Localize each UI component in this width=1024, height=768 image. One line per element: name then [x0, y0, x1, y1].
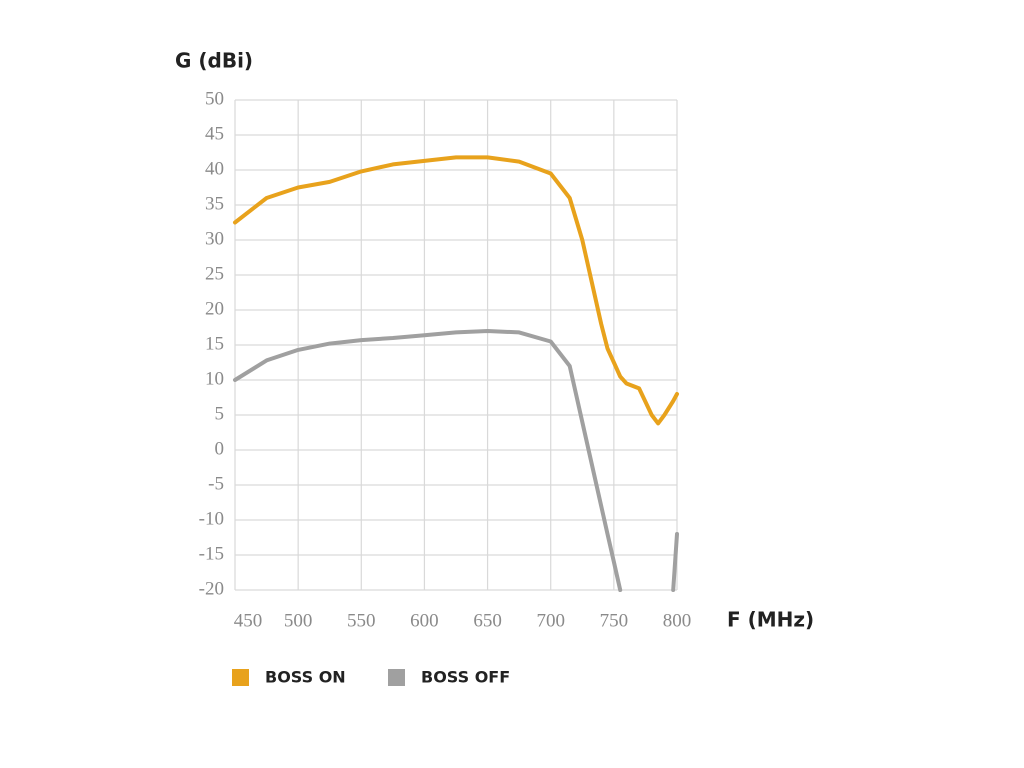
- x-tick-label: 750: [600, 610, 629, 631]
- legend-swatch: [232, 669, 249, 686]
- y-tick-label: 5: [215, 403, 225, 424]
- x-tick-label: 450: [234, 610, 263, 631]
- x-tick-label: 550: [347, 610, 376, 631]
- series-line: [233, 155, 679, 426]
- y-tick-label: 40: [205, 158, 224, 179]
- x-axis-label: F (MHz): [727, 608, 814, 632]
- legend-swatch: [388, 669, 405, 686]
- y-tick-label: 10: [205, 368, 224, 389]
- y-axis-label: G (dBi): [175, 49, 253, 73]
- y-tick-label: 25: [205, 263, 224, 284]
- x-tick-label: 500: [284, 610, 313, 631]
- y-tick-label: 45: [205, 123, 224, 144]
- y-tick-label: 35: [205, 193, 224, 214]
- x-tick-label: 650: [473, 610, 502, 631]
- y-tick-label: 20: [205, 298, 224, 319]
- legend-label: BOSS OFF: [421, 668, 510, 687]
- legend-label: BOSS ON: [265, 668, 346, 687]
- y-tick-label: 15: [205, 333, 224, 354]
- x-tick-label: 600: [410, 610, 439, 631]
- x-tick-label: 800: [663, 610, 692, 631]
- y-tick-label: 0: [215, 438, 225, 459]
- y-tick-label: -15: [199, 543, 224, 564]
- y-tick-label: 30: [205, 228, 224, 249]
- x-tick-label: 700: [536, 610, 565, 631]
- y-tick-label: 50: [205, 88, 224, 109]
- series-line: [233, 329, 679, 592]
- y-tick-label: -10: [199, 508, 224, 529]
- y-tick-label: -5: [208, 473, 224, 494]
- y-tick-label: -20: [199, 578, 224, 599]
